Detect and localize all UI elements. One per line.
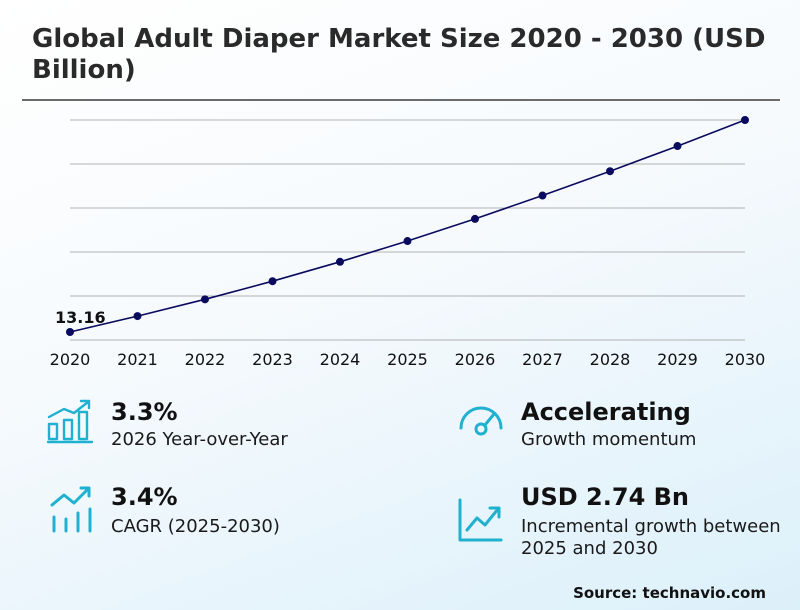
data-point [66,328,74,336]
data-point [741,116,749,124]
x-tick-label: 2025 [387,350,428,369]
data-points [66,116,749,336]
chart-title: Global Adult Diaper Market Size 2020 - 2… [32,24,766,85]
kpi-yoy-label: 2026 Year-over-Year [111,429,288,450]
x-tick-label: 2020 [50,350,91,369]
data-point [471,214,479,223]
x-tick-label: 2026 [455,350,496,369]
line-chart: 2020 2021 2022 2023 2024 2025 2026 2027 2028 2029… [50,116,766,369]
x-tick-label: 2023 [252,350,293,369]
x-tick-label: 2024 [320,350,361,369]
kpi-momentum-value: Accelerating [521,398,691,426]
trend-line-chart-icon [458,498,503,542]
data-point [268,277,277,286]
kpi-cagr-label: CAGR (2025-2030) [111,516,280,537]
series-line-market-size [69,119,746,333]
x-tick-label: 2028 [590,350,631,369]
x-tick-label: 2022 [185,350,226,369]
x-tick-label: 2027 [522,350,563,369]
data-point [673,142,682,151]
data-point [201,295,209,304]
kpi-incremental-value: USD 2.74 Bn [521,483,689,511]
data-label: 13.16 [55,308,106,327]
data-point [606,167,614,176]
source-note: Source: technavio.com [573,584,766,602]
data-point [538,191,547,200]
kpi-yoy-value: 3.3% [111,398,178,426]
grid-lines [70,119,745,341]
x-tick-label: 2021 [117,350,158,369]
bar-chart-growth-icon [46,399,94,444]
kpi-cagr-value: 3.4% [111,483,178,511]
data-point [403,237,412,246]
trend-bars-icon [50,486,92,533]
kpi-incremental-label: Incremental growth between 2025 and 2030 [521,516,781,559]
title-divider [22,99,780,101]
x-tick-label: 2030 [725,350,766,369]
speedometer-icon [459,406,503,436]
data-labels: 13.16 [55,308,106,327]
x-tick-labels: 2020 2021 2022 2023 2024 2025 2026 2027 2028 2029… [50,350,766,369]
kpi-momentum-label: Growth momentum [521,429,697,450]
x-tick-label: 2029 [657,350,698,369]
data-point [133,312,142,321]
data-point [336,257,344,266]
